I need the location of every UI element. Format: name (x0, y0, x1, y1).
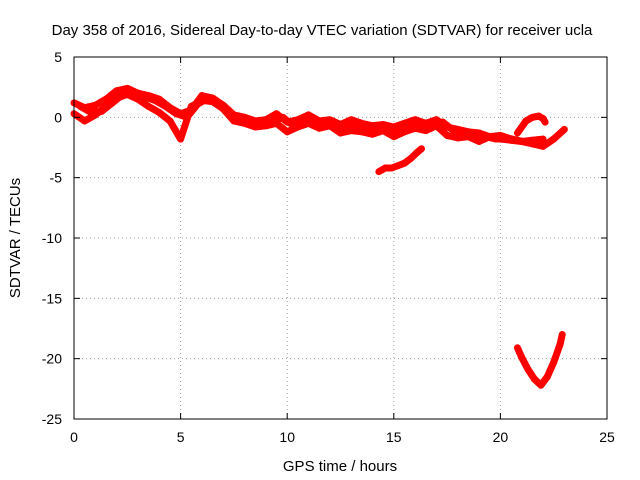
y-tick-label: 5 (54, 49, 62, 65)
series-track-3 (76, 88, 543, 148)
chart-title: Day 358 of 2016, Sidereal Day-to-day VTE… (52, 22, 593, 39)
y-axis-label: SDTVAR / TECUs (7, 178, 24, 298)
x-tick-label: 25 (599, 429, 615, 445)
series-segment (413, 145, 426, 156)
y-tick-label: -15 (42, 290, 62, 306)
series-track-6 (513, 331, 566, 389)
plot-data (70, 84, 568, 389)
y-tick-label: -5 (50, 170, 63, 186)
y-tick-label: -25 (42, 411, 62, 427)
x-tick-label: 0 (70, 429, 78, 445)
x-tick-label: 5 (177, 429, 185, 445)
series-segment (556, 331, 566, 348)
y-tick-label: -20 (42, 351, 62, 367)
y-tick-label: -10 (42, 230, 62, 246)
x-tick-label: 10 (279, 429, 295, 445)
x-axis-label: GPS time / hours (283, 458, 397, 475)
x-tick-label: 20 (493, 429, 509, 445)
series-track-5 (375, 145, 426, 176)
axis-ticks: 0 5 10 15 20 25 5 0 -5 -10 -15 -20 -25 (42, 49, 615, 445)
y-tick-label: 0 (54, 109, 62, 125)
series-track-4 (513, 112, 549, 137)
series-segment (539, 115, 549, 126)
x-tick-label: 15 (386, 429, 402, 445)
series-segment (524, 139, 543, 148)
series-segment (550, 125, 568, 143)
plot-grid (74, 57, 607, 419)
